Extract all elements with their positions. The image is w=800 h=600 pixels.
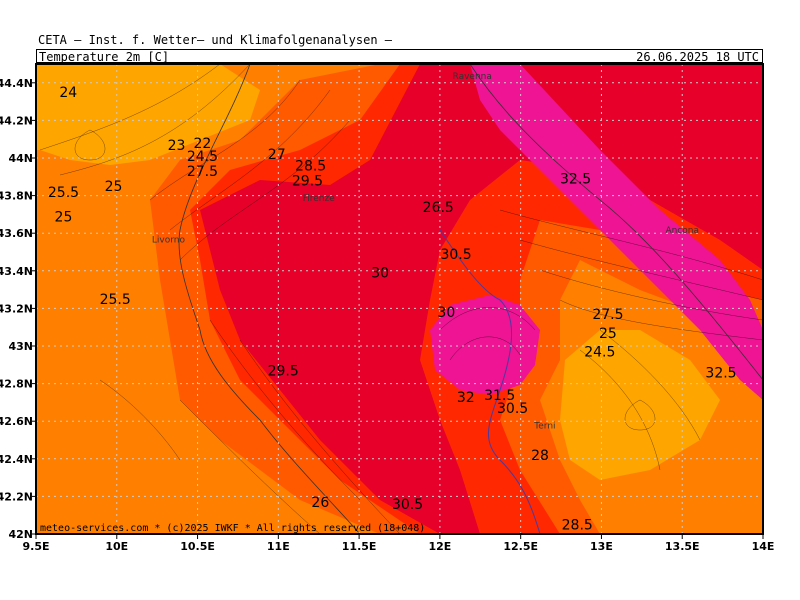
city-label: Livorno [152,236,186,246]
contour-value-label: 28.5 [562,518,593,534]
contour-value-label: 22 [193,136,211,152]
x-tick-label: 11E [267,540,290,553]
contour-value-label: 30.5 [392,497,423,513]
field-32-plus-northeast [470,64,763,400]
contour-value-label: 29.5 [268,363,299,379]
city-label: Firenze [303,194,335,204]
contour-value-label: 25 [105,179,123,195]
contour-value-label: 27 [268,147,286,163]
y-tick-label: 42.6N [0,415,33,428]
grid [36,64,763,534]
subtitle-bar: Temperature_2m_[C] 26.06.2025 18 UTC [36,49,763,64]
x-axis: 9.5E 10E 10.5E 11E 11.5E 12E 12.5E 13E 13.5E 14E [22,534,774,553]
temperature-fields [36,64,763,534]
contour-value-label: 27.5 [592,307,623,323]
field-32-plus-central [430,295,540,395]
contour-value-label: 26 [311,495,329,511]
contour-value-label: 28.5 [295,159,326,175]
city-labels: Ravenna Firenze Livorno Ancona Terni [152,72,699,432]
contour-value-label: 30.5 [497,401,528,417]
y-tick-label: 42.4N [0,453,33,466]
coastline [178,64,361,534]
contour-value-label: 29.5 [292,174,323,190]
x-tick-label: 11.5E [342,540,377,553]
contour-value-label: 30.5 [440,247,471,263]
contour-value-label: 32 [457,390,475,406]
y-tick-label: 44.4N [0,77,33,90]
coastline-east [469,64,763,381]
y-axis: 44.4N 44.2N 44N 43.8N 43.6N 43.4N 43.2N 43N 42.8… [0,77,36,541]
contour-value-label: 31.5 [484,388,515,404]
river-line [439,229,541,534]
y-tick-label: 43.2N [0,302,33,315]
x-tick-label: 12.5E [503,540,538,553]
x-tick-label: 12E [428,540,451,553]
map-title: CETA — Inst. f. Wetter— und Klimafolgena… [38,33,393,47]
variable-label: Temperature_2m_[C] [39,50,170,64]
y-tick-label: 42.2N [0,490,33,503]
y-tick-label: 43.8N [0,190,33,203]
contour-value-label: 25 [599,326,617,342]
contour-value-label: 32.5 [560,172,591,188]
y-tick-label: 44.2N [0,114,33,127]
contour-value-label: 27.5 [187,164,218,180]
city-label: Ancona [665,226,699,236]
copyright-footer: meteo-services.com * (c)2025 IWKF * All … [40,523,425,534]
x-tick-label: 14E [752,540,775,553]
contour-value-label: 30 [437,305,455,321]
contour-value-label: 26.5 [423,200,454,216]
contour-lines [39,64,763,534]
contour-value-label: 25 [55,209,73,225]
contour-value-label: 32.5 [705,365,736,381]
contour-value-label: 24.5 [584,345,615,361]
city-label: Terni [533,422,555,432]
plot-border [35,63,764,535]
contour-value-label: 25.5 [48,185,79,201]
datetime-label: 26.06.2025 18 UTC [636,50,759,64]
contour-value-label: 28 [531,448,549,464]
contour-value-label: 24.5 [187,149,218,165]
x-tick-label: 13E [590,540,613,553]
contour-value-label: 24 [59,85,77,101]
x-tick-label: 13.5E [665,540,700,553]
y-tick-label: 44N [8,152,33,165]
contour-value-label: 25.5 [100,292,131,308]
x-tick-label: 9.5E [22,540,49,553]
contour-value-label: 30 [371,266,389,282]
x-tick-label: 10.5E [180,540,215,553]
y-tick-label: 43N [8,340,33,353]
field-below-24-north [36,64,260,165]
field-below-24-southeast [560,330,720,480]
city-label: Ravenna [453,72,492,82]
y-tick-label: 43.6N [0,227,33,240]
y-tick-label: 42N [8,528,33,541]
x-tick-label: 10E [105,540,128,553]
y-tick-label: 42.8N [0,378,33,391]
contour-value-label: 23 [168,138,186,154]
y-tick-label: 43.4N [0,265,33,278]
